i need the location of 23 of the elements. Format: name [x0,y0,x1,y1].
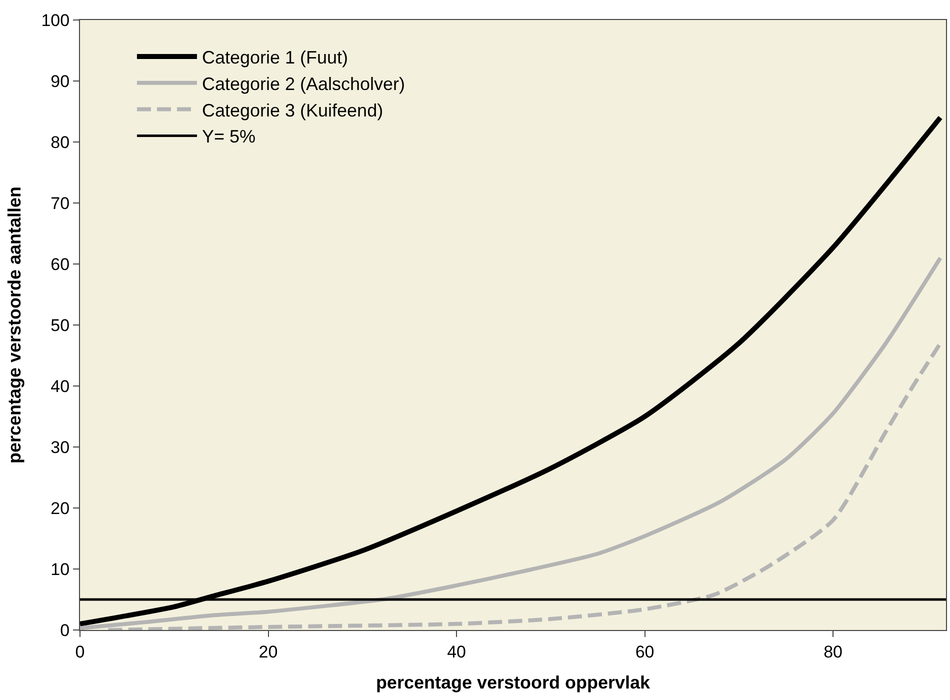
y-tick-label: 40 [50,376,70,396]
y-tick-label: 80 [50,132,70,152]
legend-label: Categorie 2 (Aalscholver) [202,74,406,94]
line-series [80,256,942,630]
legend-label: Y= 5% [202,126,256,147]
x-tick-label: 20 [258,642,278,662]
y-tick-label: 50 [50,316,70,335]
y-tick-label: 20 [50,498,70,518]
y-tick-label: 0 [60,620,70,640]
legend-label: Categorie 1 (Fuut) [202,48,348,68]
x-tick-label: 80 [824,642,842,662]
y-tick-label: 30 [50,438,70,457]
x-axis-title: percentage verstoord oppervlak [376,672,652,692]
y-tick-label: 10 [50,560,70,579]
x-tick-label: 40 [447,642,466,662]
y-tick-label: 90 [50,72,70,91]
x-tick-label: 0 [75,642,85,662]
legend-label: Categorie 3 (Kuifeend) [202,100,384,120]
x-tick-label: 60 [635,642,654,662]
y-tick-label: 70 [50,194,70,213]
y-axis-title: percentage verstoorde aantallen [4,186,24,464]
y-tick-label: 100 [41,10,70,30]
y-tick-label: 60 [50,254,70,274]
